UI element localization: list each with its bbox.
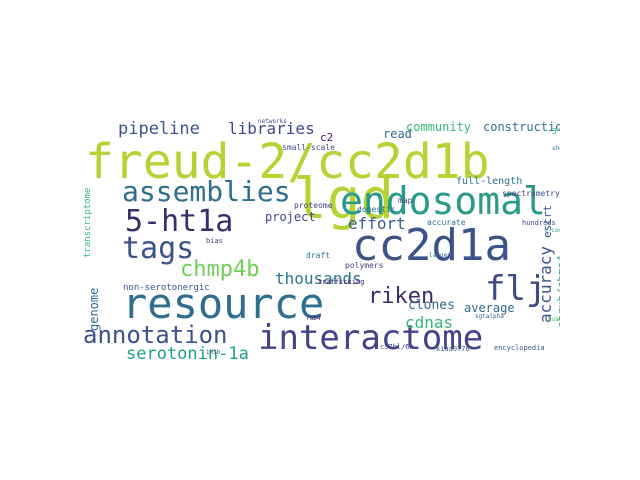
- cloud-word-largest: largest: [429, 252, 455, 259]
- cloud-word-average: average: [464, 301, 515, 315]
- cloud-word-chmp4b: chmp4b: [180, 257, 260, 282]
- cloud-word-3ests: 3'-ests: [552, 127, 560, 136]
- cloud-word-public: public: [548, 316, 560, 323]
- cloud-word-riken: riken: [368, 284, 435, 309]
- cloud-word-hundreds: hundreds: [522, 219, 556, 227]
- cloud-word-5ht1a: 5-ht1a: [125, 204, 234, 239]
- cloud-word-cc2d1a: cc2d1a: [352, 220, 511, 271]
- cloud-word-resource: resource: [122, 279, 325, 328]
- cloud-word-project: project: [265, 210, 316, 224]
- cloud-word-ccomplex: c-complex: [544, 227, 560, 234]
- cloud-word-endosomal: endosomal: [340, 179, 546, 223]
- cloud-word-read: read: [383, 127, 412, 141]
- cloud-word-tags: tags: [122, 231, 195, 266]
- cloud-word-flj: flj: [485, 269, 547, 309]
- cloud-word-annotation: annotation: [83, 321, 228, 349]
- cloud-word-accurate: accurate: [427, 218, 466, 227]
- cloud-word-networks: networks: [258, 118, 287, 125]
- cloud-word-shotgun: shotgun: [552, 145, 560, 152]
- cloud-word-effort: effort: [348, 214, 406, 233]
- cloud-word-inib: inib: [206, 349, 221, 356]
- cloud-word-map: map: [398, 196, 413, 205]
- cloud-word-accuracy: accuracy: [536, 245, 555, 323]
- cloud-word-cdnas: cdnas: [405, 313, 454, 332]
- cloud-word-kiaa: kiaa0776: [436, 345, 470, 353]
- cloud-word-non-sero: non-serotonergic: [123, 283, 210, 293]
- cloud-word-transcriptome: transcriptome: [83, 187, 93, 258]
- cloud-word-genome: genome: [87, 287, 101, 331]
- cloud-word-assemblies: assemblies: [122, 175, 291, 208]
- cloud-word-proteome: proteome: [294, 201, 333, 210]
- cloud-word-rab4: rab4: [306, 315, 321, 322]
- cloud-word-bias: bias: [206, 237, 223, 245]
- cloud-word-domestic: domestic: [357, 205, 396, 214]
- cloud-word-draft: draft: [306, 251, 331, 260]
- cloud-word-sqtalpha: sgtalpha: [475, 313, 504, 320]
- cloud-word-smallscale: small-scale: [282, 143, 335, 152]
- cloud-word-polymers: polymers: [345, 261, 384, 270]
- word-cloud: freud-2/cc2d1b lgd cc2d1a endosomal resource…: [80, 118, 560, 363]
- cloud-word-lgd: lgd: [293, 167, 395, 232]
- cloud-word-c57: c57bl/6n: [380, 343, 414, 351]
- cloud-word-libraries: libraries: [228, 119, 315, 138]
- cloud-word-trafficking: trafficking: [318, 278, 365, 286]
- cloud-word-community: community: [406, 120, 472, 134]
- cloud-word-construction: construction: [483, 120, 560, 134]
- cloud-word-fulllength: full-length: [456, 176, 523, 187]
- cloud-word-thousands: thousands: [275, 269, 362, 288]
- cloud-word-spectrometry: spectrometry: [502, 189, 560, 198]
- cloud-word-encyclopedia: encyclopedia: [494, 344, 545, 352]
- cloud-word-freud: freud-2/cc2d1b: [85, 134, 490, 190]
- cloud-word-c2: c2: [320, 131, 334, 144]
- cloud-word-clones: clones: [408, 298, 455, 313]
- cloud-word-interactome: interactome: [258, 318, 484, 358]
- cloud-word-serotonin: serotonin-1a: [126, 344, 249, 363]
- cloud-word-pipeline: pipeline: [118, 119, 200, 139]
